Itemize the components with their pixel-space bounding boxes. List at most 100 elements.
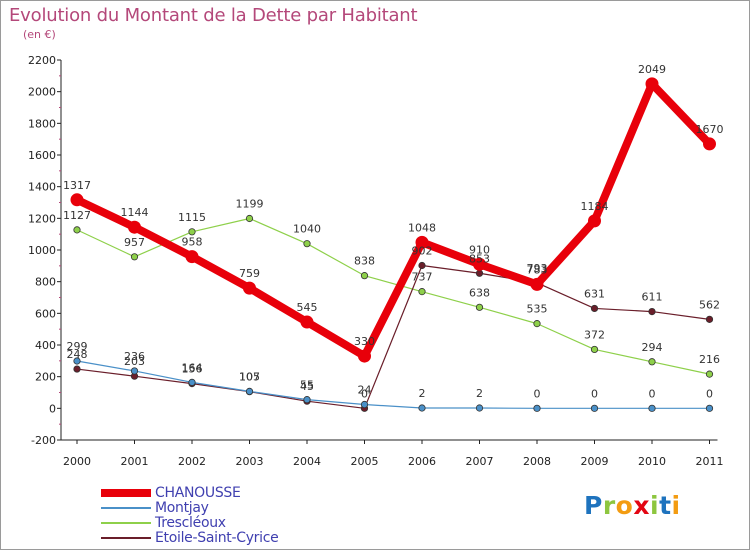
data-label-trescl-oux: 638 bbox=[469, 286, 490, 299]
logo-letter: x bbox=[633, 491, 650, 520]
x-tick-label: 2000 bbox=[63, 455, 91, 468]
data-label-etoile-saint-cyrice: 45 bbox=[300, 380, 314, 393]
data-label-montjay: 0 bbox=[534, 387, 541, 400]
data-point-chanousse bbox=[415, 235, 429, 249]
x-tick-label: 2005 bbox=[351, 455, 379, 468]
data-point-trescl-oux bbox=[475, 303, 484, 311]
data-point-etoile-saint-cyrice bbox=[705, 315, 714, 323]
x-tick-label: 2003 bbox=[236, 455, 264, 468]
y-tick-label: 0 bbox=[49, 402, 56, 415]
data-label-etoile-saint-cyrice: 902 bbox=[412, 245, 433, 258]
logo-letter: P bbox=[584, 491, 603, 520]
proxiti-logo: Proxiti bbox=[584, 491, 681, 520]
y-tick-label: 800 bbox=[35, 276, 56, 289]
data-label-trescl-oux: 1199 bbox=[236, 197, 264, 210]
data-point-trescl-oux bbox=[73, 226, 81, 234]
data-label-trescl-oux: 1127 bbox=[63, 209, 91, 222]
y-tick-label: 600 bbox=[35, 307, 56, 320]
data-label-etoile-saint-cyrice: 105 bbox=[239, 371, 260, 384]
data-label-chanousse: 910 bbox=[469, 243, 490, 256]
data-label-etoile-saint-cyrice: 248 bbox=[67, 348, 88, 361]
data-point-trescl-oux bbox=[245, 214, 254, 223]
legend-swatch bbox=[101, 522, 151, 524]
data-label-chanousse: 330 bbox=[354, 335, 375, 348]
data-label-chanousse: 1184 bbox=[581, 200, 609, 213]
data-point-trescl-oux bbox=[590, 345, 599, 354]
x-tick-label: 2007 bbox=[466, 455, 494, 468]
data-label-trescl-oux: 838 bbox=[354, 255, 375, 268]
data-point-chanousse bbox=[243, 281, 256, 295]
data-label-chanousse: 1317 bbox=[63, 179, 91, 192]
data-label-etoile-saint-cyrice: 562 bbox=[699, 298, 720, 311]
legend-item: CHANOUSSE bbox=[101, 485, 241, 501]
data-label-trescl-oux: 535 bbox=[527, 303, 548, 316]
data-point-montjay bbox=[590, 404, 599, 412]
data-point-chanousse bbox=[70, 193, 84, 207]
data-point-montjay bbox=[533, 404, 541, 412]
data-point-montjay bbox=[360, 400, 369, 409]
data-point-montjay bbox=[648, 404, 656, 412]
data-label-montjay: 299 bbox=[67, 340, 88, 353]
data-label-trescl-oux: 294 bbox=[642, 341, 663, 354]
x-tick-label: 2011 bbox=[696, 455, 724, 468]
data-label-montjay: 107 bbox=[239, 370, 260, 383]
data-label-montjay: 0 bbox=[591, 387, 598, 400]
data-label-trescl-oux: 216 bbox=[699, 353, 720, 366]
data-point-trescl-oux bbox=[705, 370, 714, 378]
data-point-trescl-oux bbox=[418, 288, 426, 296]
y-tick-label: 2200 bbox=[28, 54, 56, 67]
x-tick-label: 2009 bbox=[581, 455, 609, 468]
data-label-trescl-oux: 1040 bbox=[293, 223, 321, 236]
y-tick-label: 1200 bbox=[28, 212, 56, 225]
data-label-trescl-oux: 1115 bbox=[178, 211, 206, 224]
data-label-montjay: 24 bbox=[358, 384, 372, 397]
x-tick-label: 2002 bbox=[178, 455, 206, 468]
y-tick-label: 1000 bbox=[28, 244, 56, 257]
y-tick-label: 1800 bbox=[28, 117, 56, 130]
legend-swatch bbox=[101, 537, 151, 539]
data-label-trescl-oux: 372 bbox=[584, 328, 605, 341]
data-point-chanousse bbox=[530, 277, 544, 291]
y-tick-label: 400 bbox=[35, 339, 56, 352]
x-tick-label: 2004 bbox=[293, 455, 321, 468]
data-point-trescl-oux bbox=[648, 358, 656, 366]
data-point-montjay bbox=[130, 367, 139, 375]
series-line-etoile-saint-cyrice bbox=[76, 264, 711, 409]
x-tick-label: 2006 bbox=[408, 455, 436, 468]
data-label-chanousse: 2049 bbox=[638, 63, 666, 76]
data-label-chanousse: 1670 bbox=[696, 123, 724, 136]
x-tick-label: 2001 bbox=[121, 455, 149, 468]
data-label-etoile-saint-cyrice: 793 bbox=[527, 262, 548, 275]
data-label-montjay: 55 bbox=[300, 379, 314, 392]
data-label-chanousse: 759 bbox=[239, 267, 260, 280]
data-label-trescl-oux: 957 bbox=[124, 236, 145, 249]
data-point-montjay bbox=[705, 404, 714, 412]
data-label-montjay: 2 bbox=[476, 387, 483, 400]
data-point-etoile-saint-cyrice bbox=[590, 304, 599, 313]
data-point-montjay bbox=[475, 404, 484, 412]
data-label-montjay: 2 bbox=[419, 387, 426, 400]
data-point-chanousse bbox=[300, 315, 314, 329]
data-point-etoile-saint-cyrice bbox=[418, 261, 426, 270]
data-point-montjay bbox=[188, 378, 196, 386]
logo-letter: o bbox=[615, 491, 634, 520]
logo-letter: i bbox=[671, 491, 681, 520]
chart-unit-label: (en €) bbox=[23, 28, 56, 41]
data-label-chanousse: 958 bbox=[182, 236, 203, 249]
y-tick-label: 1400 bbox=[28, 181, 56, 194]
y-tick-label: 200 bbox=[35, 371, 56, 384]
data-point-trescl-oux bbox=[130, 253, 139, 261]
data-point-chanousse bbox=[358, 349, 371, 363]
legend-item: Trescléoux bbox=[101, 515, 226, 531]
logo-letter: i bbox=[650, 491, 660, 520]
logo-letter: r bbox=[602, 491, 616, 520]
data-label-etoile-saint-cyrice: 853 bbox=[469, 252, 490, 265]
data-point-etoile-saint-cyrice bbox=[648, 307, 656, 316]
data-point-trescl-oux bbox=[188, 228, 196, 236]
data-label-montjay: 0 bbox=[649, 387, 656, 400]
x-tick-label: 2008 bbox=[523, 455, 551, 468]
legend-label: Montjay bbox=[155, 500, 209, 516]
data-point-chanousse bbox=[473, 257, 486, 271]
